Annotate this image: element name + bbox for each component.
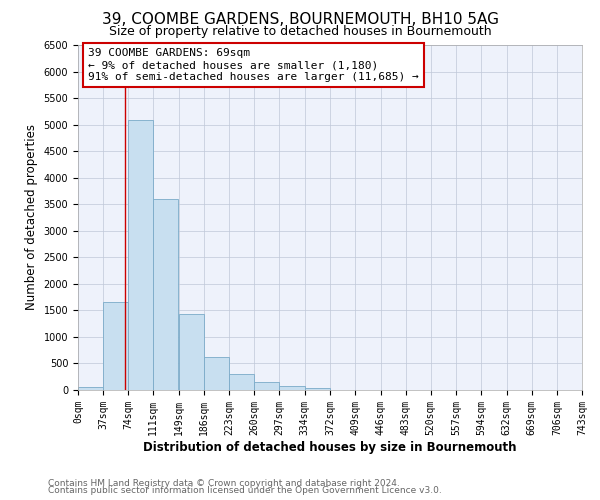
- Bar: [78, 387, 103, 390]
- Bar: [229, 374, 254, 390]
- X-axis label: Distribution of detached houses by size in Bournemouth: Distribution of detached houses by size …: [143, 440, 517, 454]
- Bar: [179, 314, 204, 390]
- Text: 39, COOMBE GARDENS, BOURNEMOUTH, BH10 5AG: 39, COOMBE GARDENS, BOURNEMOUTH, BH10 5A…: [101, 12, 499, 28]
- Bar: [305, 388, 329, 390]
- Bar: [103, 302, 128, 390]
- Text: 39 COOMBE GARDENS: 69sqm
← 9% of detached houses are smaller (1,180)
91% of semi: 39 COOMBE GARDENS: 69sqm ← 9% of detache…: [88, 48, 419, 82]
- Text: Contains HM Land Registry data © Crown copyright and database right 2024.: Contains HM Land Registry data © Crown c…: [48, 478, 400, 488]
- Y-axis label: Number of detached properties: Number of detached properties: [25, 124, 38, 310]
- Bar: [280, 386, 305, 390]
- Text: Size of property relative to detached houses in Bournemouth: Size of property relative to detached ho…: [109, 25, 491, 38]
- Bar: [128, 120, 153, 390]
- Text: Contains public sector information licensed under the Open Government Licence v3: Contains public sector information licen…: [48, 486, 442, 495]
- Bar: [254, 382, 280, 390]
- Bar: [204, 357, 229, 390]
- Bar: [153, 199, 178, 390]
